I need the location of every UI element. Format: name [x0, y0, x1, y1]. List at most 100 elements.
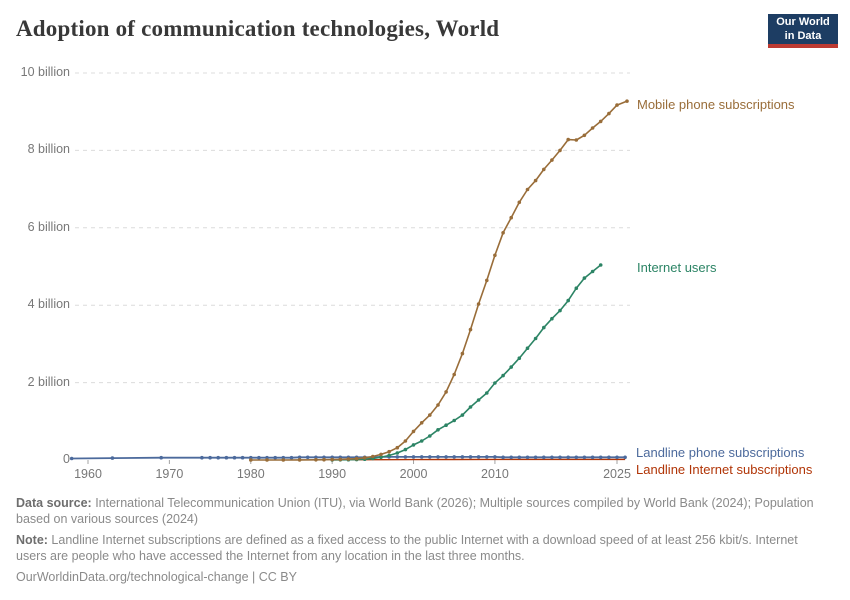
data-point[interactable] [346, 457, 351, 461]
data-point[interactable] [395, 451, 400, 455]
data-point[interactable] [509, 455, 513, 460]
series-line[interactable] [332, 264, 602, 461]
data-point[interactable] [533, 178, 538, 183]
data-point[interactable] [338, 457, 343, 462]
data-point[interactable] [411, 455, 416, 459]
data-point[interactable] [542, 455, 546, 460]
citation-line[interactable]: OurWorldinData.org/technological-change … [16, 570, 297, 584]
data-point[interactable] [297, 455, 302, 460]
data-point[interactable] [607, 111, 611, 116]
data-point[interactable] [428, 455, 432, 459]
data-point[interactable] [452, 418, 457, 423]
data-point[interactable] [314, 458, 318, 462]
data-point[interactable] [598, 119, 603, 124]
data-point[interactable] [623, 455, 627, 460]
data-point[interactable] [314, 455, 318, 460]
data-point[interactable] [240, 455, 245, 460]
data-point[interactable] [281, 458, 286, 462]
data-point[interactable] [232, 455, 237, 460]
data-point[interactable] [444, 390, 448, 394]
data-point[interactable] [208, 455, 212, 460]
data-point[interactable] [322, 457, 326, 462]
data-point[interactable] [297, 458, 302, 462]
data-point[interactable] [517, 455, 522, 460]
data-point[interactable] [436, 455, 440, 459]
data-point[interactable] [419, 421, 424, 425]
data-point[interactable] [69, 456, 74, 461]
data-point[interactable] [257, 455, 261, 460]
data-point[interactable] [419, 439, 424, 443]
data-point[interactable] [566, 298, 570, 303]
data-point[interactable] [493, 253, 497, 258]
data-point[interactable] [558, 455, 562, 460]
data-point[interactable] [582, 133, 587, 138]
data-point[interactable] [265, 458, 269, 462]
data-point[interactable] [590, 455, 595, 460]
data-point[interactable] [558, 308, 562, 313]
data-point[interactable] [517, 200, 522, 205]
data-point[interactable] [354, 456, 359, 461]
data-point[interactable] [273, 455, 278, 460]
data-point[interactable] [501, 455, 505, 460]
data-point[interactable] [476, 455, 481, 459]
data-point[interactable] [566, 137, 570, 142]
data-point[interactable] [387, 453, 391, 458]
data-point[interactable] [542, 167, 546, 172]
data-point[interactable] [403, 439, 408, 443]
data-point[interactable] [550, 316, 554, 321]
owid-logo[interactable]: Our World in Data [768, 14, 838, 48]
data-point[interactable] [517, 356, 522, 361]
data-point[interactable] [159, 455, 163, 460]
data-point[interactable] [436, 403, 440, 407]
data-point[interactable] [395, 445, 400, 450]
data-point[interactable] [330, 457, 335, 462]
series-line[interactable] [250, 104, 618, 461]
data-point[interactable] [590, 269, 595, 274]
data-point[interactable] [533, 336, 538, 341]
data-point[interactable] [533, 455, 538, 460]
data-point[interactable] [403, 455, 408, 459]
data-point[interactable] [485, 278, 489, 283]
data-point[interactable] [582, 455, 587, 460]
data-point[interactable] [224, 455, 229, 460]
data-point[interactable] [387, 449, 391, 454]
data-point[interactable] [395, 455, 400, 459]
data-point[interactable] [525, 455, 530, 460]
data-point[interactable] [468, 327, 473, 332]
data-point[interactable] [590, 126, 595, 130]
data-point[interactable] [444, 423, 448, 428]
data-point[interactable] [598, 263, 603, 267]
data-point[interactable] [509, 365, 513, 369]
data-point[interactable] [452, 455, 457, 459]
data-point[interactable] [501, 373, 505, 378]
data-point[interactable] [468, 405, 473, 409]
data-point[interactable] [558, 148, 562, 153]
data-point[interactable] [403, 447, 408, 452]
data-point[interactable] [110, 456, 115, 460]
data-point[interactable] [550, 455, 554, 460]
data-point[interactable] [468, 455, 473, 459]
data-point[interactable] [379, 452, 383, 457]
data-point[interactable] [460, 455, 465, 459]
data-point[interactable] [525, 187, 530, 192]
data-point[interactable] [371, 454, 375, 459]
data-point[interactable] [379, 455, 383, 460]
data-point[interactable] [460, 351, 465, 356]
data-point[interactable] [574, 455, 579, 460]
data-point[interactable] [509, 215, 513, 220]
data-point[interactable] [485, 455, 489, 459]
data-point[interactable] [444, 455, 448, 459]
data-point[interactable] [485, 391, 489, 395]
data-point[interactable] [249, 458, 253, 462]
data-point[interactable] [476, 302, 481, 306]
data-point[interactable] [428, 413, 432, 417]
data-point[interactable] [436, 428, 440, 432]
data-point[interactable] [411, 443, 416, 447]
data-point[interactable] [607, 455, 611, 460]
data-point[interactable] [476, 398, 481, 402]
data-point[interactable] [598, 455, 603, 460]
data-point[interactable] [411, 429, 416, 434]
data-point[interactable] [493, 455, 497, 459]
data-point[interactable] [566, 455, 570, 460]
data-point[interactable] [200, 455, 204, 460]
